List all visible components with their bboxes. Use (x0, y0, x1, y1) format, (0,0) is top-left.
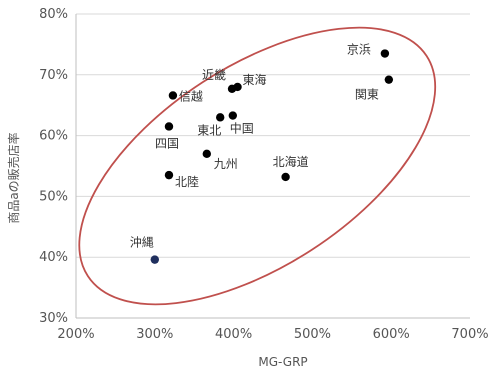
y-tick-label: 80% (39, 7, 68, 22)
point-label: 東海 (243, 72, 267, 87)
scatter-point (164, 170, 174, 180)
y-axis-title: 商品aの販売店率 (6, 132, 21, 223)
y-tick-label: 40% (39, 250, 68, 265)
scatter-point (228, 111, 238, 120)
y-tick-label: 50% (39, 189, 68, 204)
y-tick-label: 30% (39, 311, 68, 326)
x-tick-label: 200% (57, 327, 94, 342)
scatter-point (281, 172, 290, 182)
x-tick-label: 400% (215, 327, 252, 342)
point-label: 京浜 (347, 43, 371, 57)
x-tick-label: 600% (373, 327, 410, 342)
point-label: 四国 (155, 136, 179, 150)
scatter-point (150, 255, 159, 264)
scatter-point (384, 75, 394, 84)
x-axis-ticks: 200% 300% 400% 500% 600% 700% (57, 327, 488, 342)
scatter-point (164, 122, 174, 131)
y-tick-label: 70% (39, 68, 68, 83)
point-label: 沖縄 (130, 235, 154, 250)
cluster-ellipse (78, 26, 437, 306)
point-label: 九州 (214, 157, 238, 171)
scatter-point (233, 82, 242, 92)
x-tick-label: 700% (451, 327, 488, 342)
data-points (150, 49, 394, 264)
scatter-point (168, 91, 178, 100)
scatter-point (202, 149, 212, 159)
point-label: 東北 (197, 123, 221, 137)
y-tick-label: 60% (39, 129, 68, 144)
scatter-point (216, 113, 225, 122)
highlight-ellipse-group (78, 26, 437, 306)
y-axis-ticks: 30% 40% 50% 60% 70% 80% (39, 7, 68, 326)
point-label: 信越 (179, 89, 203, 103)
axes (75, 14, 470, 319)
x-tick-label: 500% (294, 327, 331, 342)
x-tick-label: 300% (136, 327, 173, 342)
point-label: 北陸 (175, 175, 199, 189)
point-label: 関東 (355, 88, 379, 102)
point-label: 近畿 (202, 68, 226, 82)
point-label: 北海道 (273, 154, 309, 169)
x-axis-title: MG-GRP (258, 355, 307, 369)
point-label: 中国 (230, 121, 254, 136)
scatter-point (380, 49, 390, 58)
